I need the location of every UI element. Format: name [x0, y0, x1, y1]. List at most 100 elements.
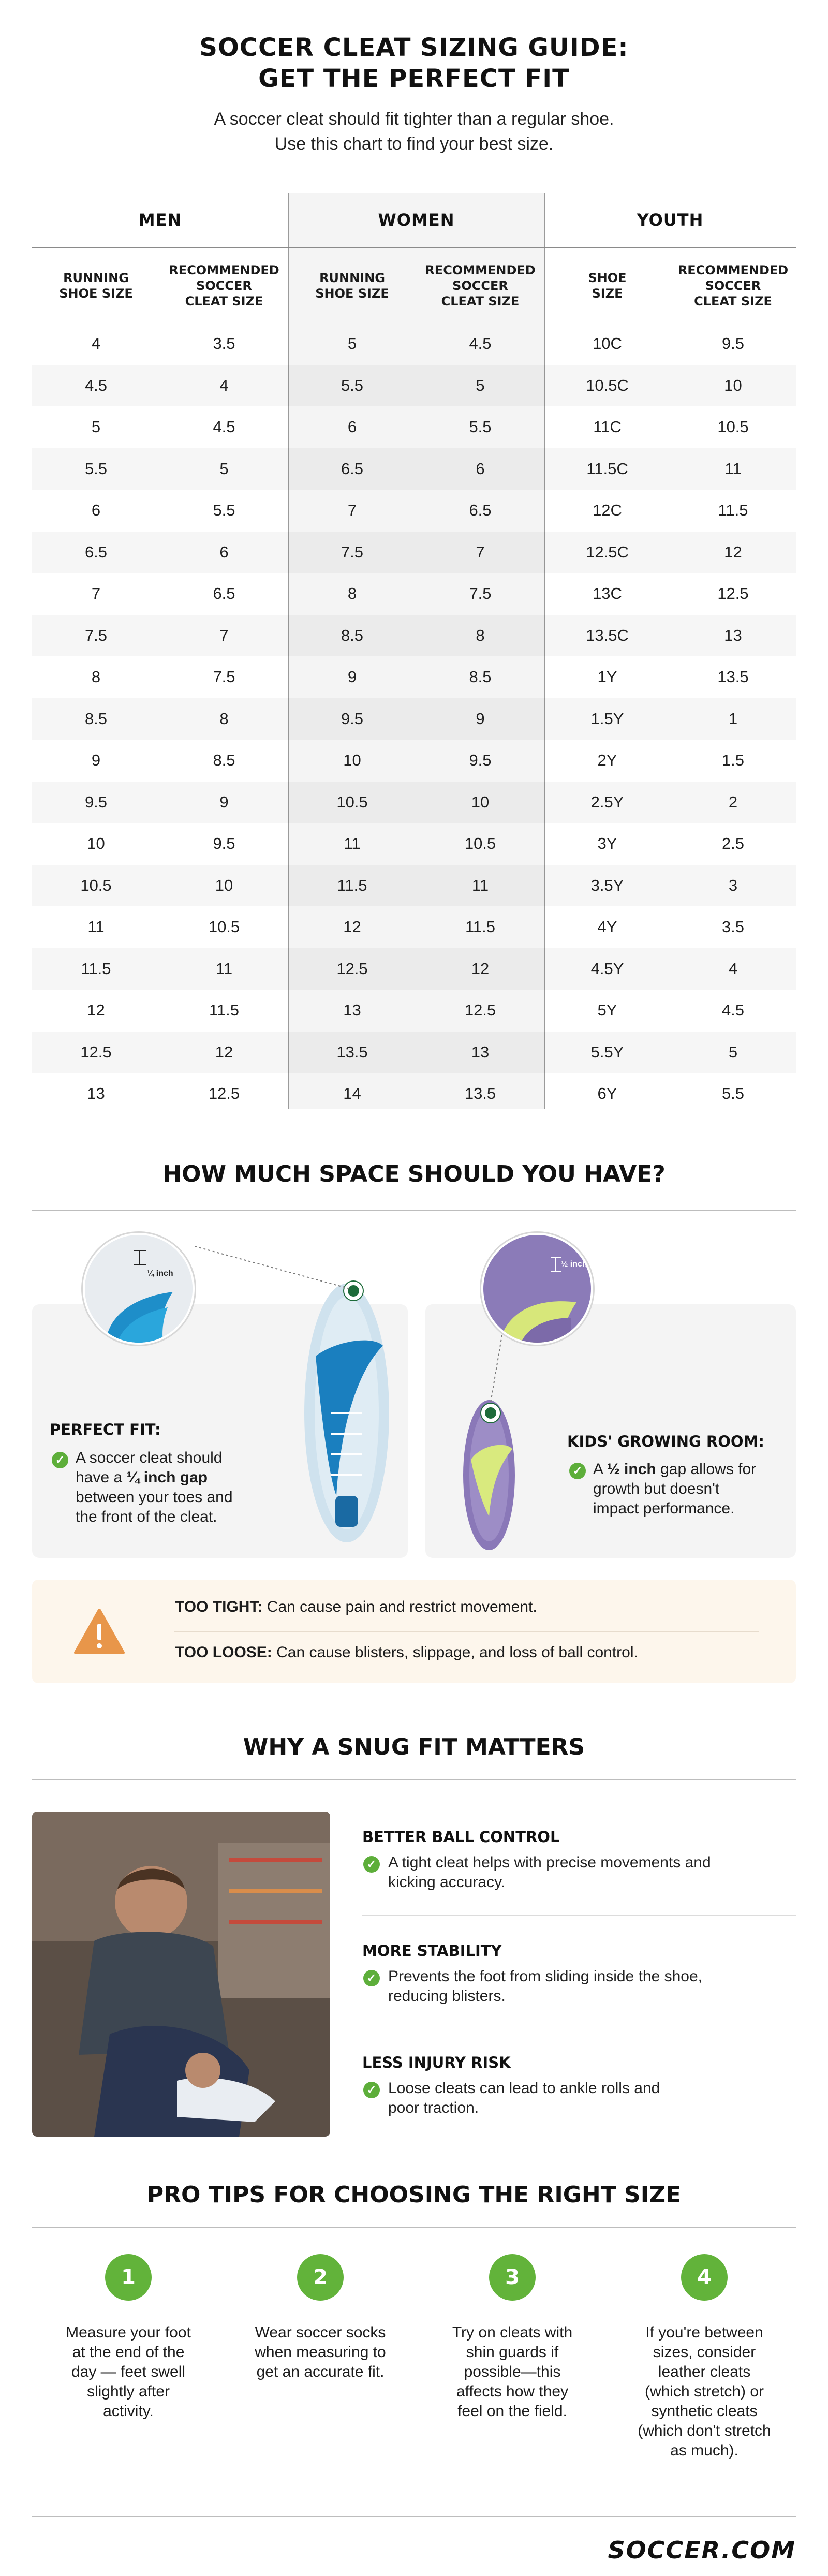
table-row: 5 4.5 6 5.5 11C 10.5 — [32, 406, 796, 448]
table-cell: 5.5 — [341, 376, 364, 394]
table-cell: 6 — [219, 542, 229, 561]
table-row: 8.5 8 9.5 9 1.5Y 1 — [32, 698, 796, 740]
zoom-label-half: ½ inch — [561, 1260, 587, 1269]
table-divider — [544, 193, 545, 1109]
perfect-fit-line: between your toes and — [76, 1489, 233, 1506]
table-cell: 9 — [219, 792, 229, 811]
benefit-line: poor traction. — [388, 2099, 479, 2116]
table-cell: 8 — [347, 584, 357, 602]
table-row: 10.5 10 11.5 11 3.5Y 3 — [32, 865, 796, 907]
zoom-connector — [195, 1246, 350, 1289]
table-row: 9 8.5 10 9.5 2Y 1.5 — [32, 740, 796, 782]
table-cell: 12.5 — [717, 584, 749, 602]
check-icon: ✓ — [363, 1856, 380, 1873]
table-cell: 11 — [344, 834, 361, 852]
soccer-com-logo[interactable]: SOCCER.COM — [608, 2536, 796, 2564]
table-cell: 9 — [91, 751, 101, 769]
table-cell: 8 — [476, 626, 485, 644]
table-cell: 2 — [728, 792, 738, 811]
table-cell: 11.5 — [81, 959, 111, 978]
table-cell: 9.5 — [84, 792, 108, 811]
table-cell: 11 — [87, 918, 105, 936]
column-header-line: RECOMMENDED — [425, 263, 536, 277]
table-cell: 7.5 — [341, 542, 364, 561]
benefit-title: LESS INJURY RISK — [362, 2054, 511, 2071]
table-row: 4.5 4 5.5 5 10.5C 10 — [32, 365, 796, 407]
zoom-connector — [490, 1335, 502, 1403]
tip-line: activity. — [103, 2403, 154, 2420]
section-rule — [32, 1779, 796, 1780]
perfect-fit-line: A soccer cleat should — [76, 1449, 223, 1466]
table-row: 13 12.5 14 13.5 6Y 5.5 — [32, 1073, 796, 1115]
title-line-1: SOCCER CLEAT SIZING GUIDE: — [199, 33, 629, 62]
toe-marker-dot — [481, 1404, 500, 1422]
table-cell: 6.5 — [341, 459, 364, 478]
benefit-divider — [362, 1915, 796, 1916]
tip-number-badge: 1 — [105, 2254, 152, 2301]
check-icon: ✓ — [363, 2082, 380, 2098]
table-cell: 7.5 — [84, 626, 108, 644]
column-header: RECOMMENDED SOCCER CLEAT SIZE — [670, 249, 796, 322]
tip-line: possible—this — [464, 2363, 561, 2380]
tip-line: synthetic cleats — [651, 2403, 758, 2420]
subtitle-line-2: Use this chart to find your best size. — [274, 134, 554, 154]
player-lacing-cleat-photo — [32, 1812, 330, 2137]
group-header-women: WOMEN — [378, 210, 455, 230]
table-row: 6.5 6 7.5 7 12.5C 12 — [32, 532, 796, 573]
too-tight-warning: TOO TIGHT: Can cause pain and restrict m… — [175, 1598, 537, 1616]
tip-line: day — feet swell — [71, 2363, 186, 2380]
perfect-fit-gap-highlight: ¼ inch gap — [126, 1469, 208, 1486]
table-cell: 11 — [215, 959, 233, 978]
warning-icon — [74, 1609, 125, 1654]
tip-line: (which don't stretch — [638, 2422, 771, 2439]
tip-line: slightly after — [86, 2383, 170, 2400]
tip-line: when measuring to — [255, 2344, 386, 2361]
table-cell: 13.5 — [717, 668, 749, 686]
column-header-line: RECOMMENDED — [169, 263, 279, 277]
tip-line: If you're between — [645, 2324, 763, 2341]
table-cell: 10.5 — [717, 418, 749, 436]
perfect-fit-title: PERFECT FIT: — [50, 1421, 161, 1438]
table-cell: 3.5 — [213, 334, 235, 352]
table-cell: 13.5 — [336, 1042, 368, 1061]
table-cell: 11.5 — [337, 876, 367, 894]
perfect-fit-line: have a ¼ inch gap — [76, 1468, 233, 1488]
table-cell: 11.5 — [209, 1001, 240, 1019]
tip-line: (which stretch) or — [644, 2383, 764, 2400]
benefit-line: reducing blisters. — [388, 1988, 506, 2005]
table-cell: 6 — [91, 501, 101, 519]
column-header-line: SHOE SIZE — [59, 286, 133, 301]
perfect-fit-line: the front of the cleat. — [76, 1508, 217, 1525]
table-cell: 5 — [91, 418, 101, 436]
column-header-line: SOCCER — [705, 278, 761, 293]
kids-zoom-image: ½ inch — [481, 1233, 593, 1345]
tip-line: Measure your foot — [66, 2324, 191, 2341]
table-cell: 12 — [724, 542, 742, 561]
table-cell: 3Y — [597, 834, 617, 852]
tip-line: Try on cleats with — [452, 2324, 573, 2341]
benefit-line: A tight cleat helps with precise movemen… — [388, 1854, 711, 1871]
table-cell: 12.5 — [464, 1001, 496, 1019]
tip-text: Measure your foot at the end of the day … — [48, 2323, 209, 2421]
table-cell: 9.5 — [721, 334, 745, 352]
column-header-line: SOCCER — [452, 278, 508, 293]
benefit-text: Loose cleats can lead to ankle rolls and… — [388, 2079, 781, 2118]
benefit-text: Prevents the foot from sliding inside th… — [388, 1967, 781, 2006]
perfect-fit-text-part: have a — [76, 1469, 127, 1486]
benefit-line: kicking accuracy. — [388, 1874, 506, 1891]
benefit-line: Prevents the foot from sliding inside th… — [388, 1968, 703, 1985]
perfect-fit-cleat-image — [300, 1278, 393, 1548]
table-cell: 12C — [593, 501, 622, 519]
table-cell: 11.5C — [586, 459, 628, 478]
table-cell: 5 — [347, 334, 357, 352]
check-icon: ✓ — [52, 1452, 68, 1468]
table-cell: 8 — [91, 668, 101, 686]
tip-line: get an accurate fit. — [256, 2363, 385, 2380]
table-cell: 4 — [91, 334, 101, 352]
table-row: 7 6.5 8 7.5 13C 12.5 — [32, 573, 796, 615]
section-rule — [32, 1210, 796, 1211]
tip-text: If you're between sizes, consider leathe… — [624, 2323, 785, 2461]
table-cell: 9 — [476, 709, 485, 728]
zoom-label-quarter: ¼ inch — [147, 1269, 173, 1278]
section-heading-space: HOW MUCH SPACE SHOULD YOU HAVE? — [162, 1161, 666, 1187]
